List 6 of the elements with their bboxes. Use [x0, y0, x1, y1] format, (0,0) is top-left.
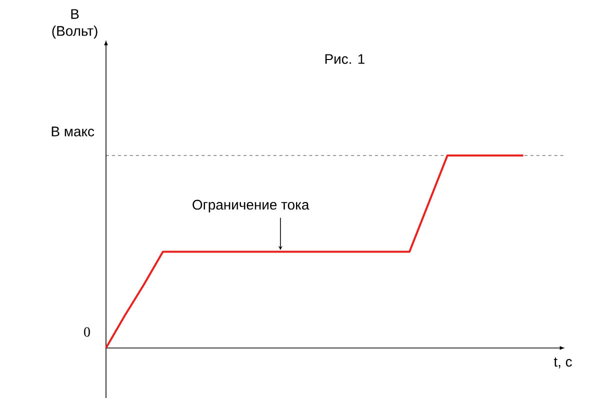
text: В (Вольт) [52, 9, 98, 39]
text: В макс [52, 126, 94, 136]
annotation: Ограничение тока [192, 200, 310, 212]
chart-title: Рис. 1 [325, 54, 364, 64]
text: 0 [84, 327, 90, 337]
x-axis-title: t, c [554, 358, 572, 368]
